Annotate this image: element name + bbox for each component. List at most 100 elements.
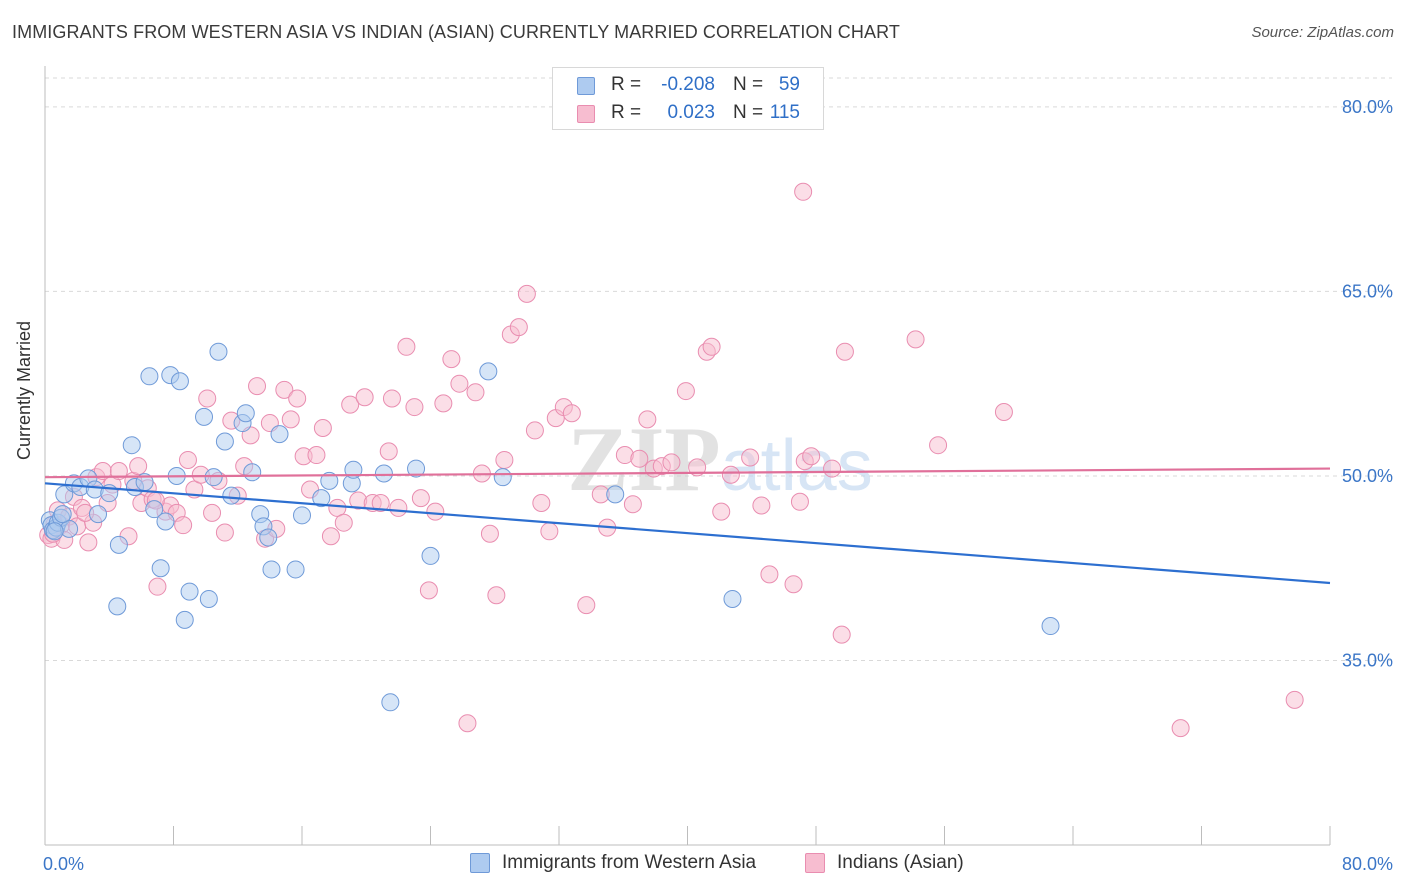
data-point — [630, 449, 649, 468]
data-point — [1285, 690, 1304, 709]
data-point — [426, 502, 445, 521]
data-point — [638, 410, 657, 429]
trend-lines — [44, 467, 1331, 585]
data-point — [906, 330, 925, 349]
data-point — [281, 410, 300, 429]
data-point — [341, 395, 360, 414]
data-point — [397, 337, 416, 356]
data-point — [288, 389, 307, 408]
data-point — [379, 442, 398, 461]
data-point — [170, 372, 189, 391]
data-point — [723, 589, 742, 608]
data-point — [419, 581, 438, 600]
data-point — [286, 560, 305, 579]
data-point — [835, 342, 854, 361]
data-point — [175, 610, 194, 629]
legend-r-value: 0.023 — [667, 102, 715, 123]
data-point — [270, 425, 289, 444]
data-point — [334, 513, 353, 532]
data-point — [45, 522, 64, 541]
legend-row-pink: R = 0.023 N = 115 — [553, 102, 823, 128]
data-point — [236, 404, 255, 423]
x-tick-label: 80.0% — [1342, 854, 1393, 874]
data-point — [994, 402, 1013, 421]
data-point — [178, 450, 197, 469]
data-point — [79, 533, 98, 552]
data-point — [712, 502, 731, 521]
data-point — [479, 362, 498, 381]
y-tick-label: 80.0% — [1342, 97, 1393, 117]
data-point — [320, 471, 339, 490]
tick-labels: 35.0% 50.0% 65.0% 80.0% 0.0% 80.0% — [43, 97, 1393, 874]
data-point — [741, 448, 760, 467]
data-point — [180, 582, 199, 601]
data-point — [148, 577, 167, 596]
data-point — [374, 464, 393, 483]
trend-line — [44, 467, 1331, 479]
y-tick-label: 50.0% — [1342, 466, 1393, 486]
legend-r-label: R = — [611, 102, 642, 123]
data-point — [450, 374, 469, 393]
data-point — [89, 505, 108, 524]
data-point — [405, 398, 424, 417]
data-point — [122, 436, 141, 455]
pink-swatch-icon — [805, 853, 825, 873]
data-point — [466, 383, 485, 402]
trend-line — [44, 482, 1331, 585]
data-point — [313, 418, 332, 437]
y-tick-label: 65.0% — [1342, 281, 1393, 301]
blue-swatch-icon — [577, 77, 595, 95]
legend-label: Immigrants from Western Asia — [502, 852, 757, 873]
data-point — [794, 182, 813, 201]
data-point — [676, 382, 695, 401]
data-point — [434, 394, 453, 413]
data-point — [509, 318, 528, 337]
data-point — [293, 506, 311, 525]
axes — [44, 66, 1331, 846]
legend-n-label: N = — [733, 74, 764, 95]
data-point — [623, 495, 642, 514]
data-point — [517, 284, 536, 303]
correlation-legend: R = -0.208 N = 59 R = 0.023 N = 115 — [552, 67, 824, 130]
data-point — [721, 465, 740, 484]
data-point — [156, 512, 175, 531]
data-point — [109, 462, 128, 481]
data-point — [790, 492, 809, 511]
data-point — [487, 586, 506, 605]
data-point — [784, 575, 803, 594]
data-point — [140, 367, 159, 386]
data-point — [129, 457, 148, 476]
data-point — [381, 693, 400, 712]
data-point — [832, 625, 851, 644]
data-point — [606, 485, 625, 504]
series-legend: Immigrants from Western Asia Indians (As… — [0, 851, 1406, 879]
data-point — [195, 407, 214, 426]
data-point — [421, 546, 440, 565]
data-point — [688, 458, 707, 477]
data-point — [382, 389, 401, 408]
data-point — [562, 404, 581, 423]
data-point — [495, 450, 514, 469]
data-point — [259, 528, 278, 547]
data-point — [411, 489, 430, 508]
legend-n-value: 115 — [769, 102, 800, 123]
legend-row-blue: R = -0.208 N = 59 — [553, 74, 823, 100]
legend-label: Indians (Asian) — [837, 852, 964, 873]
data-point — [108, 597, 127, 616]
data-point — [540, 522, 559, 541]
data-point — [312, 489, 331, 508]
data-point — [493, 468, 512, 487]
data-point — [702, 337, 721, 356]
data-point — [199, 589, 218, 608]
data-point — [275, 380, 294, 399]
data-point — [243, 463, 262, 482]
data-point — [109, 535, 128, 554]
data-point — [262, 560, 281, 579]
data-point — [802, 447, 821, 466]
series-immigrants-western-asia — [40, 342, 1060, 712]
legend-r-label: R = — [611, 74, 642, 95]
legend-n-value: 59 — [778, 74, 800, 95]
data-point — [442, 350, 461, 369]
legend-n-label: N = — [733, 102, 764, 123]
data-point — [53, 505, 72, 524]
